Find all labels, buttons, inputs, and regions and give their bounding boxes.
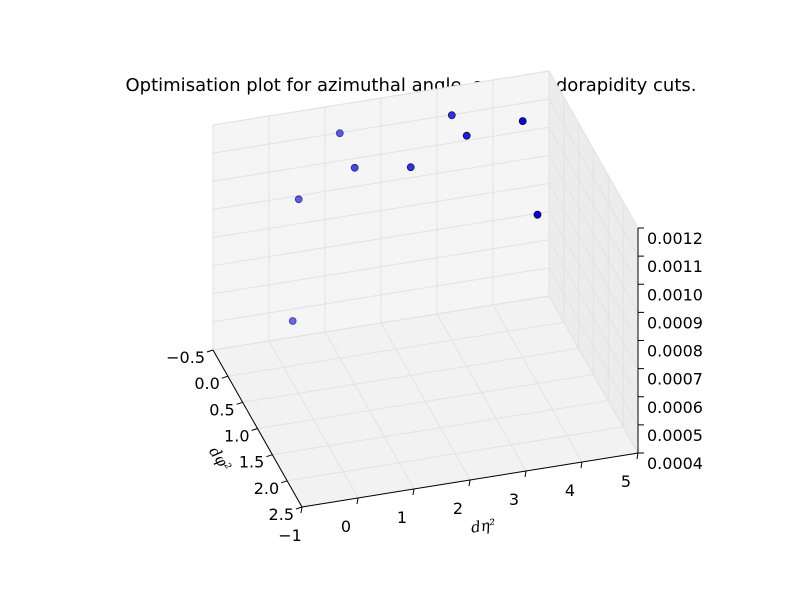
y-tick-mark bbox=[580, 461, 583, 469]
y-tick-mark bbox=[300, 506, 303, 514]
grid-line-z bbox=[212, 295, 639, 454]
x-tick-mark bbox=[281, 480, 288, 484]
data-point bbox=[288, 317, 297, 325]
y-tick-label: 5 bbox=[621, 472, 631, 491]
data-point bbox=[462, 131, 471, 140]
x-tick-mark bbox=[295, 506, 303, 510]
y-tick-label: −1 bbox=[278, 526, 302, 545]
data-point bbox=[406, 163, 415, 172]
z-tick-label: 0.0007 bbox=[647, 370, 703, 389]
x-tick-mark bbox=[206, 349, 214, 353]
y-tick-label: 0 bbox=[341, 517, 351, 536]
y-tick-mark bbox=[524, 470, 527, 478]
y-tick-mark bbox=[412, 488, 415, 496]
data-point bbox=[350, 163, 359, 172]
z-tick-label: 0.0009 bbox=[647, 313, 703, 332]
x-tick-mark bbox=[266, 454, 273, 458]
x-tick-label: 1.0 bbox=[224, 427, 249, 446]
data-point bbox=[447, 111, 456, 120]
x-tick-label: 2.0 bbox=[254, 479, 279, 498]
x-tick-mark bbox=[221, 375, 228, 379]
z-tick-label: 0.0012 bbox=[647, 229, 703, 248]
y-tick-label: 1 bbox=[397, 508, 407, 527]
z-tick-label: 0.0004 bbox=[647, 454, 703, 473]
x-tick-label: 1.5 bbox=[239, 453, 264, 472]
scatter-points bbox=[288, 111, 542, 325]
y-axis-title: dη² bbox=[470, 515, 497, 536]
z-tick-label: 0.0011 bbox=[647, 257, 703, 276]
z-tick-label: 0.0006 bbox=[647, 398, 703, 417]
x-tick-label: 0.5 bbox=[209, 400, 234, 419]
grid-line-z bbox=[212, 182, 639, 341]
axis-panes bbox=[212, 69, 639, 508]
x-axis-title: dφ² bbox=[205, 443, 235, 475]
grid-line-z bbox=[212, 154, 639, 313]
z-tick-label: 0.0010 bbox=[647, 285, 703, 304]
data-point bbox=[518, 117, 527, 125]
grid-lines bbox=[212, 70, 639, 508]
grid-line-z bbox=[212, 70, 639, 229]
x-tick-label: −0.5 bbox=[166, 348, 205, 367]
y-tick-mark bbox=[468, 479, 471, 487]
z-tick-label: 0.0005 bbox=[647, 426, 703, 445]
x-tick-mark bbox=[236, 401, 243, 405]
x-tick-mark bbox=[251, 428, 258, 431]
grid-line-z bbox=[212, 211, 639, 369]
y-tick-label: 4 bbox=[565, 481, 575, 500]
z-tick-label: 0.0008 bbox=[647, 342, 703, 361]
data-point bbox=[335, 129, 344, 138]
tick-group: −0.5 0.0 0.5 1.0 1.5 2.0 2.5 −1 0 1 2 3 4 5 0.0004 0.00… bbox=[166, 227, 703, 545]
grid-line-z bbox=[212, 98, 639, 257]
y-tick-mark bbox=[356, 497, 359, 505]
y-tick-label: 2 bbox=[453, 499, 463, 518]
x-tick-label: 0.0 bbox=[194, 374, 219, 393]
grid-line-z bbox=[212, 239, 639, 398]
y-tick-label: 3 bbox=[509, 490, 519, 509]
data-point bbox=[294, 195, 303, 204]
data-point bbox=[533, 210, 542, 219]
grid-line-z bbox=[212, 126, 639, 285]
grid-line-z bbox=[212, 267, 639, 426]
y-tick-mark bbox=[636, 452, 639, 460]
x-tick-label: 2.5 bbox=[269, 505, 294, 524]
